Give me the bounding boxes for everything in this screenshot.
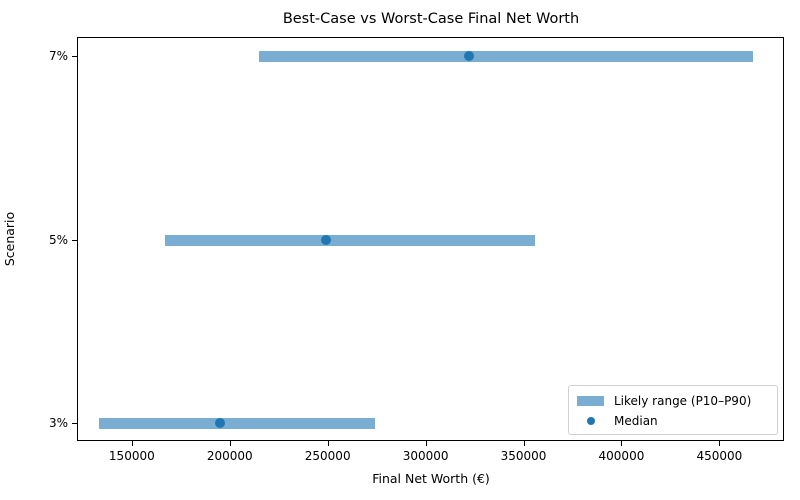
y-tick-label: 3% (48, 416, 68, 430)
range-swatch-icon (577, 396, 604, 406)
plot-area (77, 37, 784, 441)
y-tick-label: 5% (48, 233, 68, 247)
x-tick-label: 400000 (598, 449, 645, 463)
x-tick-label: 150000 (108, 449, 155, 463)
median-point-5pct (320, 235, 331, 245)
legend-item-range: Likely range (P10–P90) (577, 393, 751, 409)
range-bar-7pct (259, 50, 753, 62)
x-tick (425, 441, 427, 446)
x-tick (719, 441, 721, 446)
median-point-3pct (214, 418, 225, 428)
range-bar-3pct (98, 417, 375, 429)
y-tick (72, 423, 77, 424)
x-tick-label: 450000 (696, 449, 743, 463)
chart-title: Best-Case vs Worst-Case Final Net Worth (282, 11, 580, 27)
x-tick-label: 250000 (304, 449, 351, 463)
x-tick (523, 441, 525, 446)
y-tick-label: 7% (48, 49, 68, 63)
x-axis-label: Final Net Worth (€) (372, 471, 490, 486)
x-tick-label: 350000 (500, 449, 547, 463)
range-bar-5pct (165, 234, 536, 246)
y-tick (72, 240, 77, 241)
x-tick (229, 441, 231, 446)
median-point-7pct (463, 51, 474, 61)
legend-label-range: Likely range (P10–P90) (614, 394, 752, 408)
x-tick-label: 200000 (206, 449, 253, 463)
y-tick (72, 56, 77, 57)
x-tick (131, 441, 133, 446)
legend-label-median: Median (614, 414, 658, 428)
x-tick (327, 441, 329, 446)
legend: Likely range (P10–P90) Median (568, 385, 778, 435)
median-dot-icon (586, 417, 595, 425)
x-tick (621, 441, 623, 446)
legend-item-median: Median (577, 413, 658, 429)
x-tick-label: 300000 (402, 449, 449, 463)
y-axis-label: Scenario (2, 211, 17, 267)
